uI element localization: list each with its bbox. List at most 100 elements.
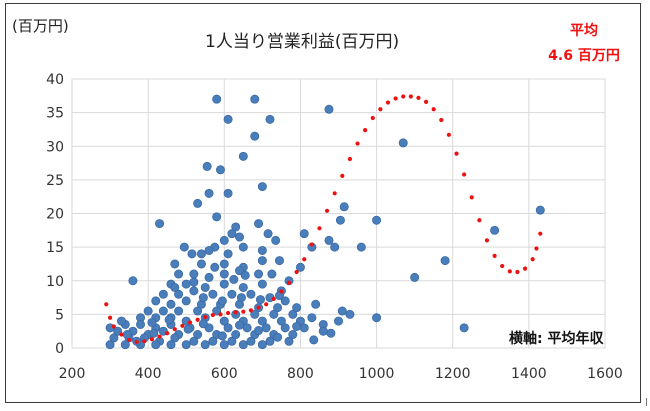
- data-point: [149, 328, 159, 338]
- data-point: [345, 309, 355, 319]
- data-point: [120, 340, 130, 350]
- y-tick-label: 5: [55, 307, 64, 323]
- data-point: [240, 270, 250, 280]
- data-point: [326, 328, 336, 338]
- trend-dot: [111, 324, 116, 329]
- x-tick-label: 1600: [587, 366, 623, 382]
- trend-dot: [522, 266, 528, 271]
- data-point: [183, 324, 193, 334]
- data-point: [128, 276, 138, 286]
- data-point: [257, 245, 267, 255]
- y-axis-unit: (百万円): [12, 17, 69, 35]
- data-point: [166, 340, 176, 350]
- trend-dot: [401, 94, 406, 99]
- data-point: [535, 205, 545, 215]
- data-point: [235, 320, 245, 330]
- trend-dot: [370, 115, 375, 121]
- y-tick-label: 35: [46, 106, 64, 122]
- y-tick-label: 40: [46, 72, 64, 88]
- data-point: [372, 215, 382, 225]
- trend-dot: [317, 226, 322, 231]
- data-point: [212, 94, 222, 104]
- data-point: [189, 269, 199, 279]
- data-point: [200, 282, 210, 292]
- data-point: [490, 225, 500, 235]
- data-point: [309, 335, 319, 345]
- data-point: [219, 316, 229, 326]
- data-point: [257, 279, 267, 289]
- trend-dot: [233, 310, 238, 315]
- data-point: [254, 219, 264, 229]
- data-point: [215, 165, 225, 175]
- trend-dot: [332, 191, 337, 196]
- trend-dot: [264, 302, 269, 307]
- y-tick-label: 25: [46, 173, 64, 189]
- data-point: [238, 282, 248, 292]
- trend-dot: [515, 269, 520, 275]
- trend-dot: [492, 253, 497, 258]
- data-point: [189, 277, 199, 287]
- trend-dot: [256, 305, 261, 310]
- data-point: [440, 256, 450, 266]
- data-point: [204, 272, 214, 282]
- trend-dot: [286, 280, 292, 285]
- trend-dot: [241, 309, 246, 314]
- data-point: [267, 269, 277, 279]
- data-point: [208, 289, 218, 299]
- y-tick-label: 10: [46, 274, 64, 290]
- data-point: [219, 259, 229, 269]
- trend-dot: [248, 308, 254, 313]
- data-point: [238, 242, 248, 252]
- data-point: [219, 269, 229, 279]
- data-point: [257, 182, 267, 192]
- data-point: [254, 269, 264, 279]
- data-point: [231, 330, 241, 340]
- average-value: 4.6 百万円: [548, 48, 620, 64]
- data-point: [217, 331, 227, 341]
- trend-dot: [279, 289, 284, 294]
- data-point: [105, 340, 115, 350]
- data-point: [170, 333, 180, 343]
- edge-mark: [646, 398, 647, 406]
- data-point: [280, 296, 290, 306]
- data-point: [229, 274, 239, 284]
- data-point: [198, 293, 208, 303]
- trend-dot: [340, 173, 345, 178]
- y-tick-label: 30: [46, 139, 64, 155]
- data-point: [372, 313, 382, 323]
- chart-title: 1人当り営業利益(百万円): [205, 32, 399, 52]
- x-tick-labels: 200 400 600 800 1000 1200 1400 1600: [59, 366, 623, 382]
- data-point: [276, 316, 286, 326]
- trend-dot: [225, 310, 231, 316]
- data-point: [292, 321, 302, 331]
- data-point: [193, 306, 203, 316]
- data-point: [181, 296, 191, 306]
- data-point: [227, 289, 237, 299]
- x-tick-label: 200: [59, 366, 86, 382]
- trend-dot: [210, 312, 215, 318]
- data-point: [271, 235, 281, 245]
- data-point: [459, 323, 469, 333]
- data-point: [273, 303, 283, 313]
- data-point: [274, 256, 284, 266]
- trend-dot: [218, 312, 223, 317]
- data-point: [174, 289, 184, 299]
- data-point: [235, 232, 245, 242]
- trend-dot: [119, 332, 124, 337]
- data-point: [292, 303, 302, 313]
- trend-dot: [309, 242, 314, 247]
- trend-dot: [378, 107, 383, 112]
- trend-dot: [454, 151, 459, 156]
- data-point: [398, 138, 408, 148]
- data-point: [113, 326, 123, 336]
- x-tick-label: 400: [135, 366, 162, 382]
- data-point: [223, 249, 233, 259]
- trend-dot: [507, 269, 512, 274]
- data-point: [212, 306, 222, 316]
- data-point: [235, 266, 245, 276]
- trend-dot: [203, 314, 208, 320]
- trend-dot: [477, 218, 482, 223]
- data-point: [339, 202, 349, 212]
- data-point: [212, 212, 222, 222]
